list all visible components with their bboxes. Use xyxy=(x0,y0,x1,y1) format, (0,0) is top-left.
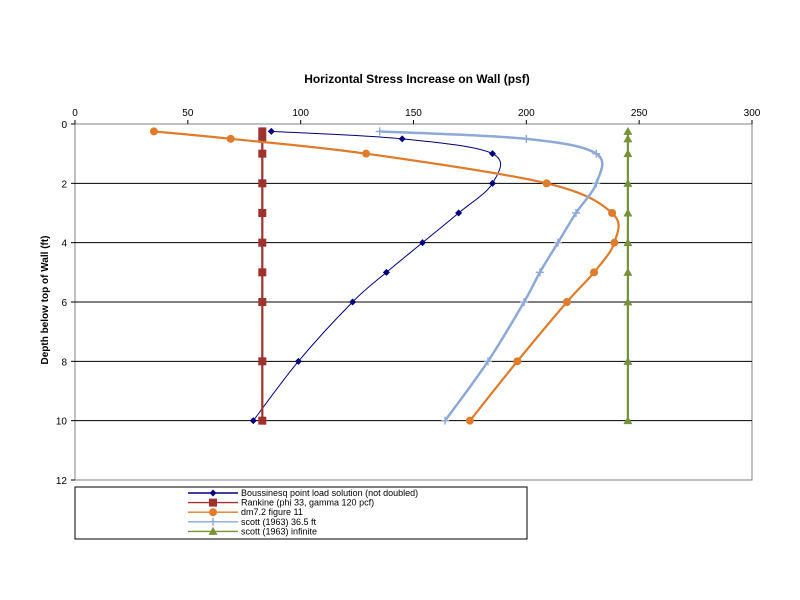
x-tick-label: 250 xyxy=(631,108,648,119)
x-tick-label: 100 xyxy=(292,108,309,119)
data-point xyxy=(623,297,633,306)
series-line-0 xyxy=(252,130,502,421)
y-tick-label: 6 xyxy=(61,298,67,309)
data-point xyxy=(592,179,601,188)
data-point xyxy=(590,268,599,277)
data-point xyxy=(258,149,267,158)
legend-entry-4: scott (1963) infinite xyxy=(188,526,317,536)
data-point xyxy=(149,127,158,136)
series-0 xyxy=(249,127,502,425)
data-point xyxy=(258,416,267,425)
y-tick-label: 10 xyxy=(56,417,68,428)
data-point xyxy=(419,239,427,247)
series-2 xyxy=(149,127,620,425)
data-point xyxy=(623,416,633,425)
data-point xyxy=(623,126,633,135)
legend-label: scott (1963) 36.5 ft xyxy=(241,517,317,527)
chart-title: Horizontal Stress Increase on Wall (psf) xyxy=(304,72,530,86)
legend-label: Boussinesq point load solution (not doub… xyxy=(241,488,418,498)
grid-lines xyxy=(75,182,752,422)
y-axis-label: Depth below top of Wall (ft) xyxy=(40,235,51,364)
data-point xyxy=(562,298,571,306)
series-1 xyxy=(258,127,267,425)
data-point xyxy=(258,298,267,306)
legend-entries: Boussinesq point load solution (not doub… xyxy=(188,488,418,536)
data-point xyxy=(258,134,267,143)
legend-label: Rankine (phi 33, gamma 120 pcf) xyxy=(241,498,374,508)
y-tick-label: 8 xyxy=(61,357,67,368)
y-tick-label: 12 xyxy=(56,476,68,487)
y-tick-label: 4 xyxy=(61,239,67,250)
x-tick-label: 200 xyxy=(518,108,535,119)
legend-entry-2: dm7.2 figure 11 xyxy=(188,507,303,517)
legend-swatch-marker xyxy=(209,489,217,497)
legend-entry-0: Boussinesq point load solution (not doub… xyxy=(188,488,418,498)
legend-label: scott (1963) infinite xyxy=(241,526,317,536)
data-point xyxy=(623,238,633,247)
data-point xyxy=(398,135,406,143)
data-point xyxy=(258,268,267,277)
data-point xyxy=(623,178,633,187)
y-axis-ticks: 0 2 4 6 8 10 12 xyxy=(56,120,75,487)
legend-swatch-marker xyxy=(208,526,218,535)
data-point xyxy=(520,298,529,306)
x-tick-label: 150 xyxy=(405,108,422,119)
legend-entry-3: scott (1963) 36.5 ft xyxy=(188,517,317,527)
data-point xyxy=(553,238,562,247)
data-point xyxy=(375,127,384,136)
data-point xyxy=(592,149,601,158)
data-point xyxy=(258,179,267,188)
data-point xyxy=(610,238,619,247)
data-point xyxy=(623,356,633,365)
data-point xyxy=(258,209,267,217)
x-tick-label: 50 xyxy=(182,108,194,119)
data-point xyxy=(249,417,257,425)
data-point xyxy=(488,179,496,187)
data-point xyxy=(623,267,633,276)
y-tick-label: 2 xyxy=(61,179,67,190)
legend-swatch-marker xyxy=(209,498,217,507)
data-point xyxy=(483,357,492,366)
data-point xyxy=(571,209,580,217)
data-point xyxy=(608,209,617,217)
data-point xyxy=(226,134,235,143)
legend-swatch-marker xyxy=(209,508,217,517)
data-point xyxy=(522,134,531,143)
data-point xyxy=(535,268,544,277)
data-point xyxy=(455,209,463,217)
data-point xyxy=(258,127,267,136)
legend-swatch-marker xyxy=(209,517,217,526)
data-point xyxy=(441,416,450,425)
data-point xyxy=(623,149,633,158)
data-point xyxy=(294,357,302,365)
data-point xyxy=(382,268,390,276)
legend-label: dm7.2 figure 11 xyxy=(241,507,303,517)
data-point xyxy=(258,238,267,247)
series-layer xyxy=(149,126,633,425)
series-4 xyxy=(623,126,633,425)
x-tick-label: 300 xyxy=(744,108,761,119)
y-tick-label: 0 xyxy=(61,120,67,131)
data-point xyxy=(623,134,633,143)
legend-entry-1: Rankine (phi 33, gamma 120 pcf) xyxy=(188,498,374,508)
data-point xyxy=(362,149,371,158)
data-point xyxy=(542,179,551,188)
series-3 xyxy=(375,127,604,425)
legend xyxy=(74,486,528,540)
data-point xyxy=(488,150,496,158)
data-point xyxy=(465,416,474,425)
data-point xyxy=(513,357,522,366)
data-point xyxy=(267,127,275,135)
data-point xyxy=(258,357,267,366)
data-point xyxy=(623,208,633,217)
x-tick-label: 0 xyxy=(72,108,78,119)
data-point xyxy=(349,298,357,306)
x-axis-ticks: 0 50 100 150 200 250 300 xyxy=(72,108,761,124)
